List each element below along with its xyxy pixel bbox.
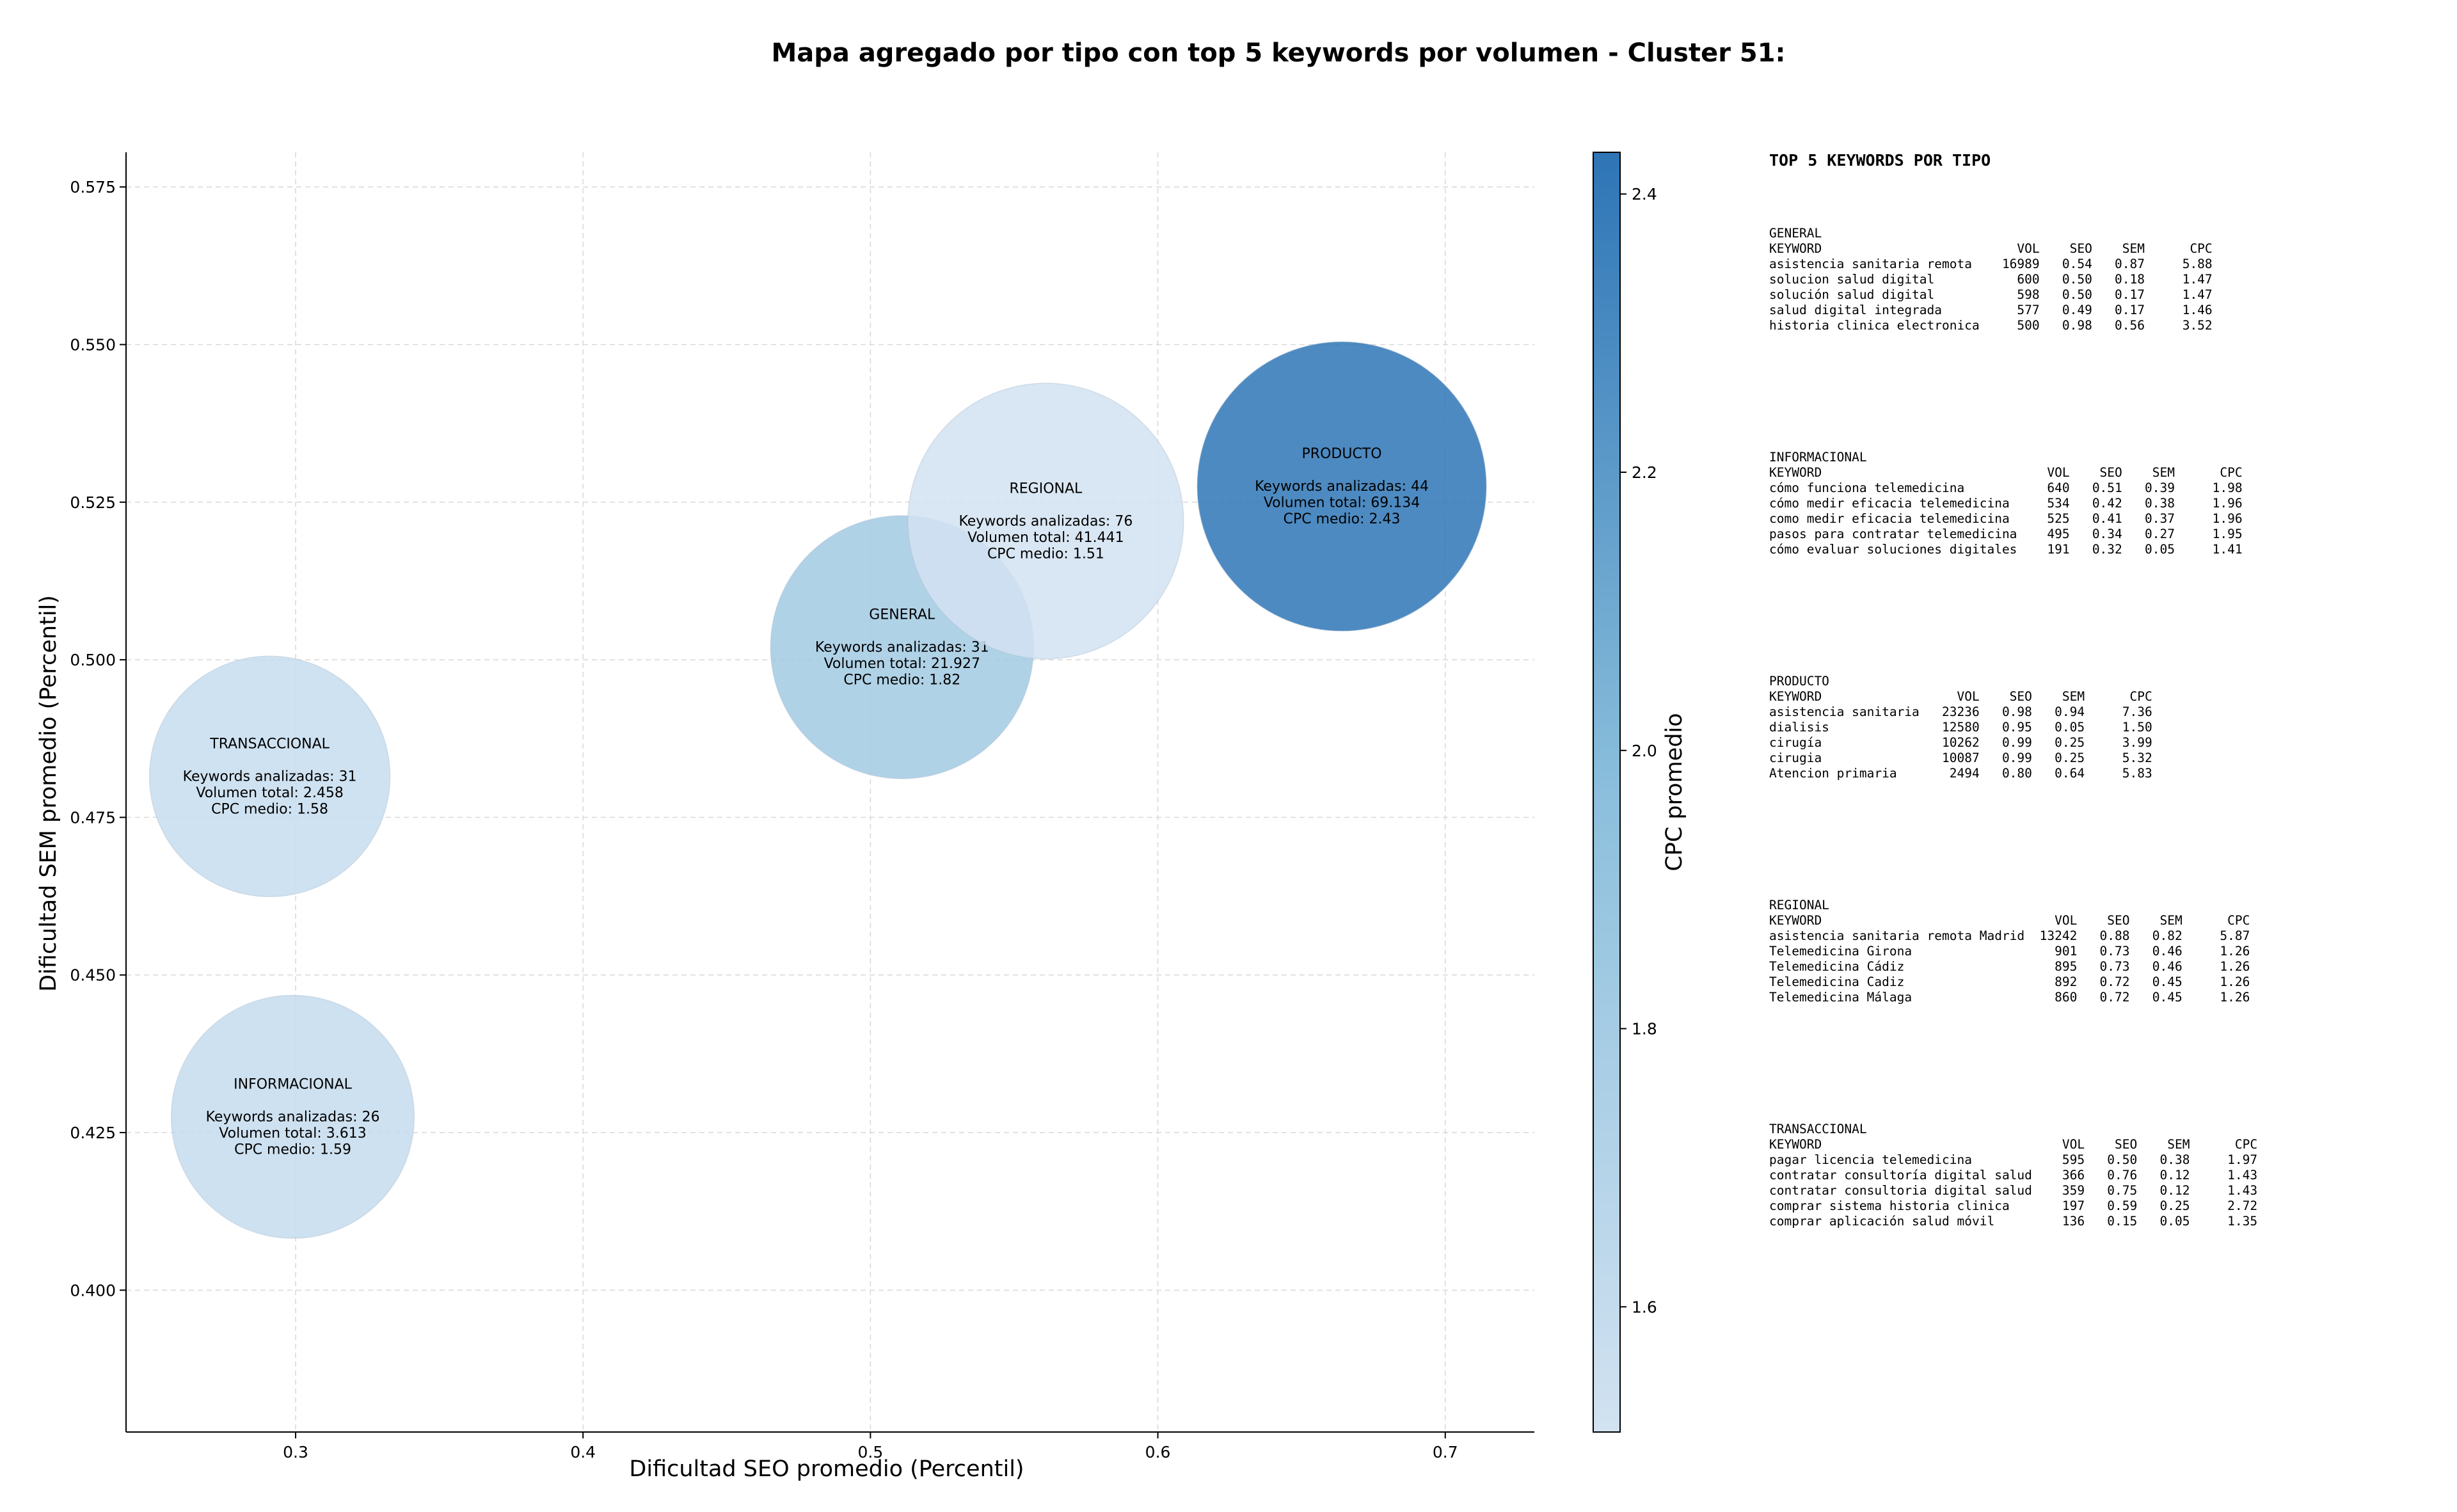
keyword-tables-panel: TOP 5 KEYWORDS POR TIPO GENERAL KEYWORD … — [1769, 151, 2435, 1239]
bubble-type-label: INFORMACIONAL — [234, 1076, 353, 1092]
bubble-informacional: INFORMACIONAL Keywords analizadas: 26Volu… — [170, 994, 415, 1239]
keyword-table-regional: REGIONAL KEYWORD VOL SEO SEM CPC asisten… — [1769, 898, 2250, 1005]
keyword-table-text: REGIONAL KEYWORD VOL SEO SEM CPC asisten… — [1769, 898, 2250, 1005]
keyword-table-text: GENERAL KEYWORD VOL SEO SEM CPC asistenc… — [1769, 226, 2213, 333]
bubble-stat-label: CPC medio: 2.43 — [1284, 511, 1401, 527]
bubble-type-label: PRODUCTO — [1302, 446, 1382, 462]
bubble-stat-label: Keywords analizadas: 31 — [815, 639, 989, 655]
keyword-table-general: GENERAL KEYWORD VOL SEO SEM CPC asistenc… — [1769, 226, 2213, 333]
y-tick-label: 0.525 — [70, 493, 116, 512]
bubble-stat-label: CPC medio: 1.59 — [234, 1142, 351, 1158]
bubble-transaccional: TRANSACCIONAL Keywords analizadas: 31Volu… — [148, 655, 391, 898]
x-tick-label: 0.6 — [1145, 1443, 1171, 1461]
x-tick-label: 0.7 — [1433, 1443, 1458, 1461]
bubble-stat-label: Keywords analizadas: 44 — [1255, 479, 1429, 495]
x-tick-label: 0.4 — [570, 1443, 596, 1461]
bubble-type-label: TRANSACCIONAL — [209, 736, 330, 752]
bubble-stat-label: Volumen total: 2.458 — [196, 785, 343, 801]
colorbar-tick-label: 1.8 — [1632, 1020, 1657, 1039]
colorbar-tick-label: 2.4 — [1632, 185, 1657, 203]
x-tick-label: 0.5 — [858, 1443, 884, 1461]
colorbar-gradient — [1593, 152, 1621, 1433]
colorbar: 1.6 1.8 2.0 2.2 2.4 CPC promedio — [1593, 152, 1687, 1433]
y-tick-label: 0.475 — [70, 808, 116, 827]
bubble-stat-label: CPC medio: 1.51 — [987, 546, 1104, 562]
y-tick-label: 0.400 — [70, 1281, 116, 1300]
y-tick-label: 0.500 — [70, 651, 116, 669]
chart-title: Mapa agregado por tipo con top 5 keyword… — [771, 38, 1785, 68]
y-tick-label: 0.450 — [70, 966, 116, 985]
bubble-type-label: REGIONAL — [1009, 481, 1083, 497]
axes: 0.3 0.4 0.5 0.6 0.7 0.400 0.425 0.450 0.475 0.500… — [70, 152, 1534, 1461]
colorbar-tick-label: 1.6 — [1632, 1298, 1657, 1316]
bubble-stat-label: CPC medio: 1.58 — [211, 801, 328, 817]
keyword-table-text: PRODUCTO KEYWORD VOL SEO SEM CPC asisten… — [1769, 674, 2152, 781]
bubble-stat-label: Volumen total: 3.613 — [219, 1126, 366, 1142]
y-tick-label: 0.425 — [70, 1124, 116, 1142]
bubble-stat-label: Keywords analizadas: 31 — [183, 768, 357, 784]
bubble-stat-label: Volumen total: 21.927 — [824, 656, 980, 672]
bubble-type-label: GENERAL — [869, 607, 935, 623]
y-tick-label: 0.550 — [70, 335, 116, 354]
bubble-circle — [170, 994, 415, 1239]
keyword-table-producto: PRODUCTO KEYWORD VOL SEO SEM CPC asisten… — [1769, 674, 2152, 781]
bubble-circle — [148, 655, 391, 898]
colorbar-label: CPC promedio — [1662, 713, 1687, 871]
bubble-stat-label: Volumen total: 41.441 — [967, 530, 1124, 546]
keyword-table-transaccional: TRANSACCIONAL KEYWORD VOL SEO SEM CPC pa… — [1769, 1122, 2257, 1229]
colorbar-tick-label: 2.0 — [1632, 742, 1657, 760]
colorbar-ticks: 1.6 1.8 2.0 2.2 2.4 — [1620, 185, 1657, 1316]
y-axis-label: Dificultad SEM promedio (Percentil) — [36, 595, 61, 992]
bubble-stat-label: Keywords analizadas: 26 — [206, 1109, 380, 1125]
bubble-stat-label: Keywords analizadas: 76 — [958, 513, 1133, 529]
bubble-circle — [1197, 341, 1487, 632]
bubble-stat-label: Volumen total: 69.134 — [1264, 495, 1420, 511]
x-axis-label: Dificultad SEO promedio (Percentil) — [629, 1456, 1024, 1482]
keyword-table-text: INFORMACIONAL KEYWORD VOL SEO SEM CPC có… — [1769, 450, 2243, 557]
x-tick-label: 0.3 — [283, 1443, 308, 1461]
y-tick-label: 0.575 — [70, 178, 116, 196]
bubble-stat-label: CPC medio: 1.82 — [843, 672, 960, 688]
keyword-tables-title: TOP 5 KEYWORDS POR TIPO — [1769, 151, 1991, 170]
colorbar-tick-label: 2.2 — [1632, 463, 1657, 482]
keyword-table-text: TRANSACCIONAL KEYWORD VOL SEO SEM CPC pa… — [1769, 1122, 2258, 1229]
keyword-table-informacional: INFORMACIONAL KEYWORD VOL SEO SEM CPC có… — [1769, 450, 2243, 557]
bubble-circle — [907, 383, 1184, 660]
